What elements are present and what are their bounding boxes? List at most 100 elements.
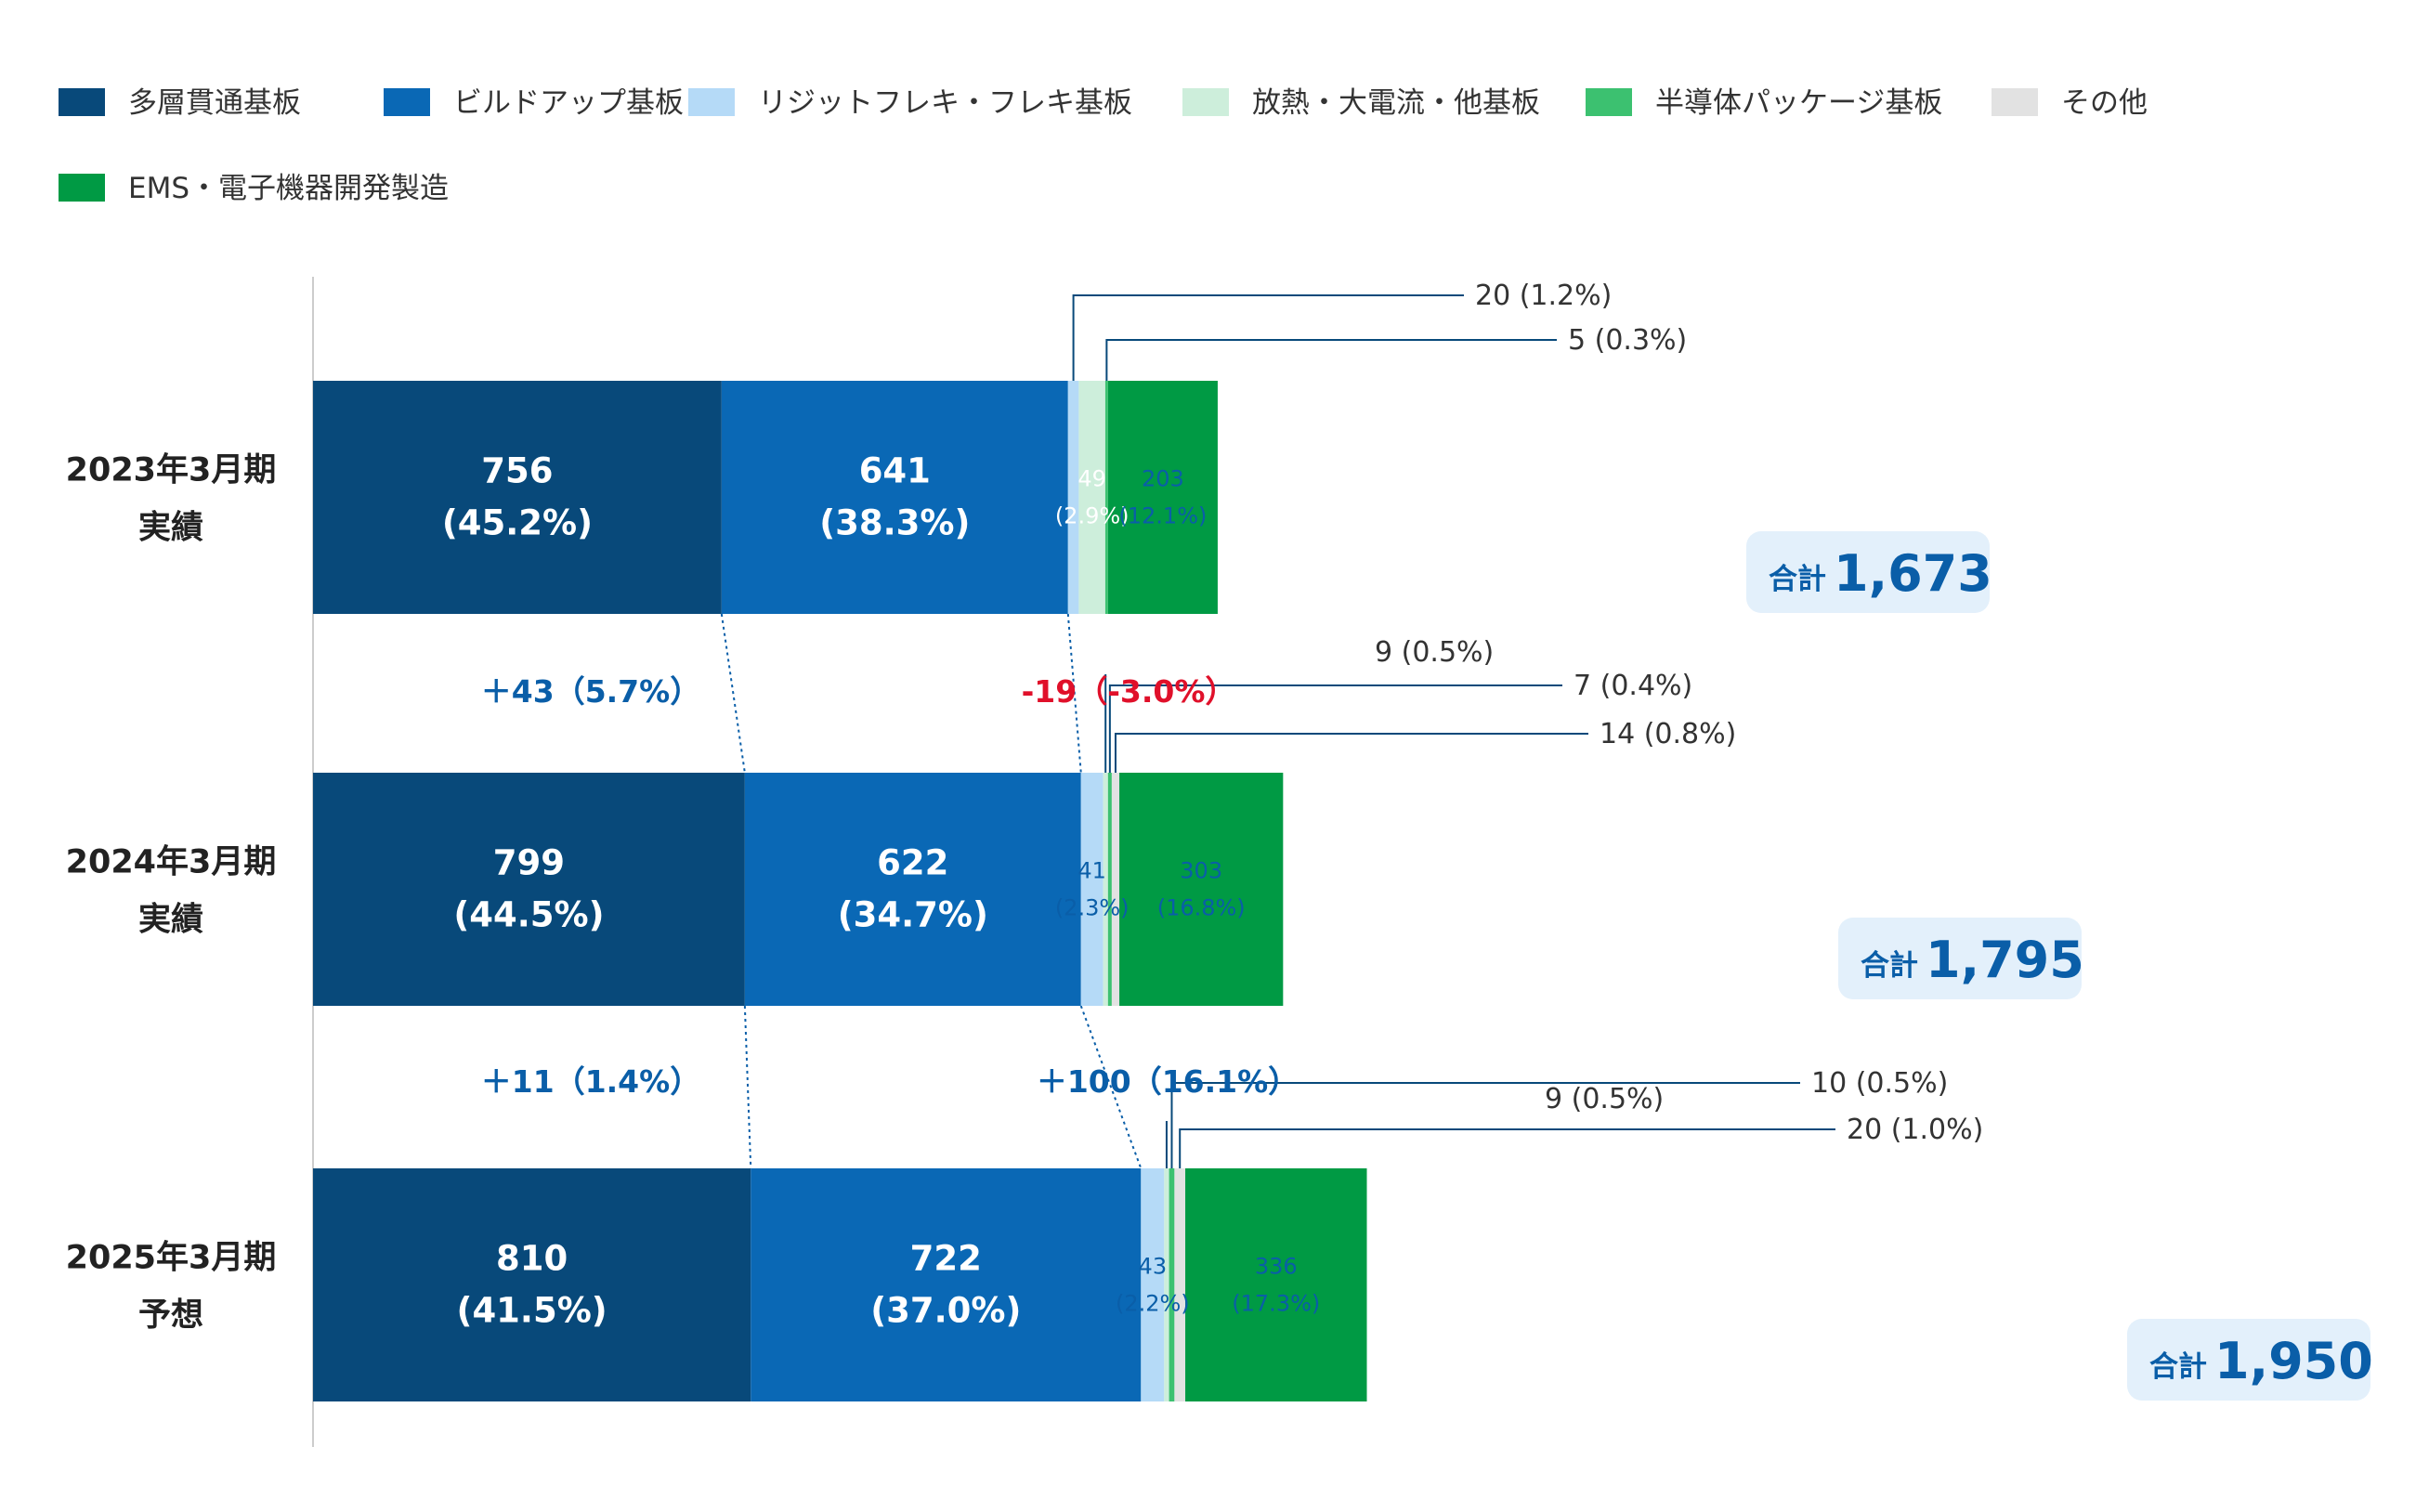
legend-label: その他: [2061, 86, 2148, 120]
connector-line: [743, 1005, 752, 1169]
bar-value-label: 756: [481, 451, 553, 491]
legend-label: 多層貫通基板: [128, 86, 301, 120]
bar-value-label: 799: [493, 843, 565, 883]
bar-value-label: 336: [1255, 1254, 1298, 1280]
callout-label: 10 (0.5%): [1811, 1067, 1948, 1100]
bar-value-label: 203: [1142, 466, 1184, 492]
connector-lines: [720, 613, 1143, 1169]
total-value: 1,673: [1834, 544, 1992, 603]
legend-swatch: [1586, 88, 1632, 116]
bar-value-label: 303: [1180, 858, 1222, 884]
category-label: 2025年3月期: [66, 1240, 277, 1277]
bar-segment: [1111, 773, 1120, 1006]
bar-segment: [1107, 773, 1112, 1006]
callout-label: 14 (0.8%): [1600, 718, 1736, 750]
leader-line: [1072, 294, 1464, 381]
callout-label: 9 (0.5%): [1375, 636, 1494, 669]
bar-percent-label: (45.2%): [442, 503, 593, 543]
callout-label: 7 (0.4%): [1574, 670, 1692, 702]
connector-line: [1066, 613, 1082, 774]
callout-label: 20 (1.2%): [1475, 280, 1612, 312]
bar-percent-label: (16.8%): [1157, 895, 1246, 921]
bar-labels: 756 (45.2%) 799 (44.5%) 810 (41.5%) 641 (38.3%)…: [442, 451, 1320, 1331]
legend: 多層貫通基板 ビルドアップ基板 リジットフレキ・フレキ基板 放熱・大電流・他基板 半導体…: [59, 86, 2148, 205]
bar-value-label: 622: [877, 843, 948, 883]
total-box: [1838, 918, 2082, 999]
bar-segment: [1104, 381, 1108, 614]
bar-value-label: 722: [910, 1239, 982, 1279]
connector-line: [1079, 1005, 1143, 1169]
category-label: 2024年3月期: [66, 844, 277, 881]
bar-percent-label: (2.3%): [1055, 895, 1130, 921]
connector-line: [720, 613, 746, 774]
leader-line: [1105, 339, 1557, 381]
legend-swatch: [1182, 88, 1229, 116]
bar-percent-label: (2.2%): [1116, 1291, 1190, 1317]
leader-line: [1114, 733, 1588, 773]
legend-swatch: [688, 88, 735, 116]
category-label-sub: 実績: [138, 902, 203, 939]
change-label: ＋11（1.4%）: [481, 1063, 700, 1100]
bar-percent-label: (12.1%): [1118, 503, 1207, 529]
callout-label: 5 (0.3%): [1568, 324, 1687, 357]
bar-segment: [1078, 381, 1105, 614]
bar-segment: [1119, 773, 1284, 1006]
bar-percent-label: (38.3%): [819, 503, 970, 543]
bar-segment: [751, 1168, 1142, 1401]
bar-segment: [313, 381, 722, 614]
legend-label: リジットフレキ・フレキ基板: [758, 86, 1132, 120]
bar-segment: [1164, 1168, 1169, 1401]
category-label-sub: 予想: [138, 1297, 203, 1335]
legend-label: ビルドアップ基板: [453, 86, 684, 120]
bar-segment: [313, 773, 745, 1006]
bar-segment: [1185, 1168, 1367, 1401]
bar-segment: [1174, 1168, 1186, 1401]
callout-label: 20 (1.0%): [1847, 1114, 1983, 1146]
bar-segment: [313, 1168, 751, 1401]
category-label: 2023年3月期: [66, 452, 277, 489]
total-box: [1746, 531, 1990, 613]
bar-percent-label: (44.5%): [453, 895, 604, 935]
leader-line: [1179, 1128, 1835, 1168]
legend-swatch: [384, 88, 430, 116]
bars: [313, 381, 1367, 1401]
total-prefix: 合計: [1769, 563, 1826, 596]
bar-value-label: 43: [1139, 1254, 1168, 1280]
bar-value-label: 49: [1077, 466, 1106, 492]
legend-swatch: [59, 174, 105, 202]
bar-percent-label: (34.7%): [838, 895, 988, 935]
bar-segment: [1107, 381, 1218, 614]
legend-label: 半導体パッケージ基板: [1655, 86, 1942, 120]
total-prefix: 合計: [1861, 949, 1918, 983]
callout-label: 9 (0.5%): [1545, 1083, 1664, 1115]
bar-segment: [1103, 773, 1108, 1006]
legend-label: EMS・電子機器開発製造: [128, 172, 449, 205]
bar-percent-label: (37.0%): [870, 1291, 1021, 1331]
bar-segment: [1141, 1168, 1165, 1401]
bar-percent-label: (2.9%): [1055, 503, 1130, 529]
bar-percent-label: (41.5%): [457, 1291, 607, 1331]
bar-segment: [721, 381, 1068, 614]
total-value: 1,795: [1926, 931, 2084, 989]
bar-segment: [1169, 1168, 1175, 1401]
total-value: 1,950: [2214, 1332, 2373, 1390]
bar-value-label: 810: [496, 1239, 568, 1279]
change-labels: ＋43（5.7%） -19（-3.0%） ＋11（1.4%） ＋100（16.1%）: [481, 673, 1299, 1100]
legend-swatch: [59, 88, 105, 116]
legend-label: 放熱・大電流・他基板: [1252, 86, 1540, 120]
bar-percent-label: (17.3%): [1232, 1291, 1320, 1317]
legend-swatch: [1992, 88, 2038, 116]
change-label: -19（-3.0%）: [1022, 673, 1236, 710]
bar-segment: [1067, 381, 1079, 614]
bar-segment: [744, 773, 1081, 1006]
leader-line: [1108, 684, 1562, 773]
leader-line: [1170, 1082, 1800, 1168]
bar-value-label: 41: [1077, 858, 1106, 884]
callouts: 20 (1.2%) 5 (0.3%) 9 (0.5%) 7 (0.4%) 14 (0.8…: [1072, 280, 1983, 1168]
bar-segment: [1080, 773, 1103, 1006]
change-label: ＋100（16.1%）: [1037, 1063, 1299, 1100]
total-box: [2127, 1319, 2370, 1401]
